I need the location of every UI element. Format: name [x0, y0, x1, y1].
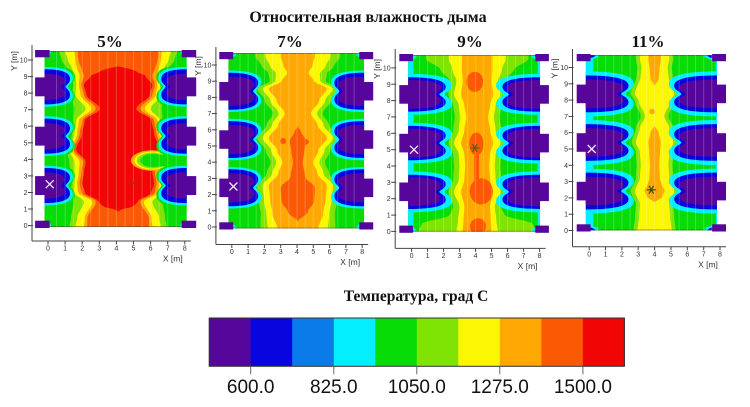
svg-text:9: 9 — [564, 81, 568, 88]
svg-text:2: 2 — [442, 253, 446, 260]
svg-text:5: 5 — [564, 147, 568, 154]
svg-text:600.0: 600.0 — [227, 377, 275, 398]
svg-text:8: 8 — [360, 249, 364, 256]
svg-text:4: 4 — [295, 249, 299, 256]
svg-text:3: 3 — [207, 176, 211, 183]
svg-text:2: 2 — [387, 196, 391, 203]
svg-text:6: 6 — [24, 124, 28, 131]
svg-text:1: 1 — [207, 208, 211, 215]
svg-text:6: 6 — [207, 127, 211, 134]
svg-text:0: 0 — [564, 228, 568, 235]
svg-text:5: 5 — [132, 246, 136, 253]
svg-text:4: 4 — [564, 163, 568, 170]
svg-text:5%: 5% — [97, 32, 123, 51]
svg-text:3: 3 — [458, 253, 462, 260]
svg-text:7: 7 — [522, 253, 526, 260]
svg-text:9: 9 — [207, 79, 211, 86]
svg-text:0: 0 — [24, 223, 28, 230]
svg-text:2: 2 — [24, 190, 28, 197]
svg-text:8: 8 — [183, 246, 187, 253]
svg-text:7: 7 — [166, 246, 170, 253]
svg-text:8: 8 — [564, 98, 568, 105]
svg-text:6: 6 — [149, 246, 153, 253]
svg-text:Температура, град С: Температура, град С — [344, 288, 489, 305]
svg-text:1: 1 — [564, 212, 568, 219]
svg-text:2: 2 — [262, 249, 266, 256]
svg-text:6: 6 — [506, 253, 510, 260]
svg-text:2: 2 — [207, 192, 211, 199]
svg-text:7: 7 — [702, 251, 706, 258]
svg-text:6: 6 — [387, 131, 391, 138]
svg-text:1275.0: 1275.0 — [471, 377, 529, 398]
svg-text:4: 4 — [474, 253, 478, 260]
svg-text:825.0: 825.0 — [310, 377, 358, 398]
svg-text:Y [m]: Y [m] — [550, 59, 560, 79]
svg-text:1: 1 — [604, 251, 608, 258]
svg-text:2: 2 — [80, 246, 84, 253]
svg-text:0: 0 — [46, 246, 50, 253]
svg-text:1: 1 — [246, 249, 250, 256]
svg-text:X [m]: X [m] — [518, 261, 538, 271]
svg-text:7%: 7% — [277, 32, 303, 51]
svg-text:10: 10 — [560, 65, 568, 72]
svg-text:7: 7 — [564, 114, 568, 121]
svg-text:8: 8 — [718, 251, 722, 258]
svg-text:0: 0 — [387, 229, 391, 236]
svg-text:3: 3 — [279, 249, 283, 256]
svg-text:5: 5 — [669, 251, 673, 258]
svg-text:6: 6 — [328, 249, 332, 256]
svg-text:1050.0: 1050.0 — [388, 377, 446, 398]
svg-text:5: 5 — [311, 249, 315, 256]
svg-text:5: 5 — [490, 253, 494, 260]
svg-text:9%: 9% — [457, 32, 483, 51]
svg-text:0: 0 — [230, 249, 234, 256]
svg-text:1500.0: 1500.0 — [554, 377, 612, 398]
svg-text:8: 8 — [24, 91, 28, 98]
svg-text:3: 3 — [387, 180, 391, 187]
svg-text:11%: 11% — [631, 32, 664, 51]
svg-text:8: 8 — [387, 98, 391, 105]
svg-text:6: 6 — [564, 130, 568, 137]
svg-text:X [m]: X [m] — [163, 254, 183, 264]
svg-text:9: 9 — [387, 82, 391, 89]
svg-text:1: 1 — [24, 207, 28, 214]
svg-text:5: 5 — [24, 140, 28, 147]
svg-text:X [m]: X [m] — [340, 257, 360, 267]
svg-text:0: 0 — [410, 253, 414, 260]
svg-text:4: 4 — [653, 251, 657, 258]
svg-text:Y [m]: Y [m] — [372, 59, 382, 79]
svg-text:0: 0 — [587, 251, 591, 258]
svg-text:3: 3 — [24, 173, 28, 180]
svg-text:2: 2 — [620, 251, 624, 258]
svg-text:Y [m]: Y [m] — [193, 56, 203, 76]
svg-text:10: 10 — [204, 63, 212, 70]
svg-text:10: 10 — [383, 65, 391, 72]
svg-text:7: 7 — [344, 249, 348, 256]
svg-text:8: 8 — [538, 253, 542, 260]
svg-text:4: 4 — [24, 157, 28, 164]
svg-text:1: 1 — [387, 213, 391, 220]
svg-text:3: 3 — [97, 246, 101, 253]
svg-text:7: 7 — [387, 114, 391, 121]
svg-text:1: 1 — [426, 253, 430, 260]
svg-text:7: 7 — [24, 107, 28, 114]
svg-text:5: 5 — [387, 147, 391, 154]
svg-text:4: 4 — [114, 246, 118, 253]
svg-text:0: 0 — [207, 225, 211, 232]
svg-text:4: 4 — [387, 164, 391, 171]
svg-text:6: 6 — [685, 251, 689, 258]
svg-text:4: 4 — [207, 160, 211, 167]
svg-text:9: 9 — [24, 74, 28, 81]
svg-text:3: 3 — [564, 179, 568, 186]
svg-text:Относительная влажность дыма: Относительная влажность дыма — [249, 9, 486, 26]
svg-text:10: 10 — [20, 58, 28, 65]
svg-text:1: 1 — [63, 246, 67, 253]
svg-text:5: 5 — [207, 144, 211, 151]
svg-text:8: 8 — [207, 95, 211, 102]
svg-text:2: 2 — [564, 195, 568, 202]
svg-text:7: 7 — [207, 111, 211, 118]
svg-text:Y [m]: Y [m] — [9, 51, 19, 71]
svg-text:3: 3 — [636, 251, 640, 258]
svg-text:X [m]: X [m] — [698, 259, 718, 269]
